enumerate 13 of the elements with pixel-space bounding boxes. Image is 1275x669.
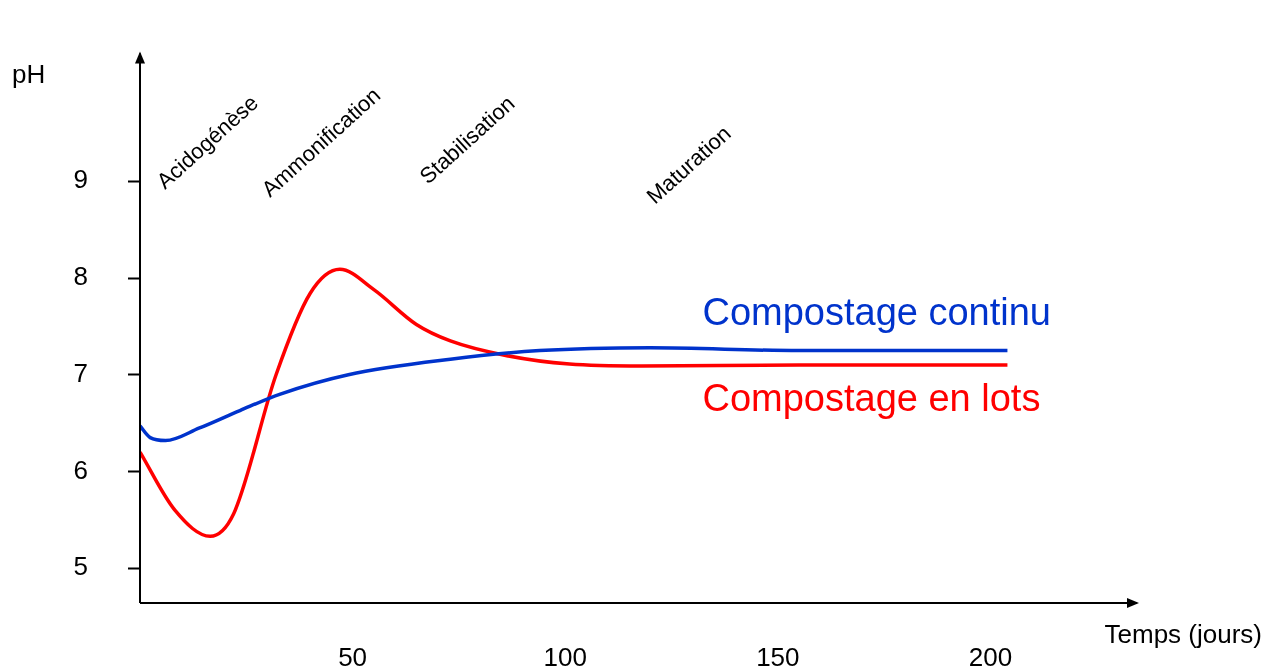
series-label: Compostage en lots — [702, 377, 1041, 420]
y-tick-label: 7 — [73, 357, 88, 388]
y-tick-label: 8 — [73, 261, 88, 292]
y-tick-label: 6 — [73, 454, 88, 485]
x-axis-title: Temps (jours) — [1104, 619, 1262, 649]
x-tick-label: 100 — [543, 641, 587, 669]
y-axis-title: pH — [12, 59, 46, 89]
y-tick-label: 5 — [73, 551, 88, 582]
x-tick-label: 200 — [968, 641, 1013, 669]
series-label: Compostage continu — [702, 290, 1051, 333]
x-tick-label: 150 — [756, 641, 800, 669]
y-tick-label: 9 — [73, 164, 88, 195]
x-tick-label: 50 — [338, 641, 368, 669]
